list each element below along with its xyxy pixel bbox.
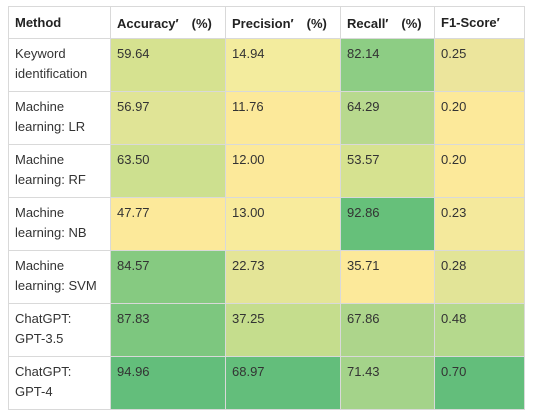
method-cell: Machine learning: SVM (8, 250, 111, 304)
precision-cell: 37.25 (225, 303, 341, 357)
f1-score-cell: 0.48 (434, 303, 525, 357)
f1-score-cell: 0.23 (434, 197, 525, 251)
recall-cell: 64.29 (340, 91, 435, 145)
f1-score-cell: 0.20 (434, 144, 525, 198)
accuracy-cell: 59.64 (110, 38, 226, 92)
method-cell: ChatGPT: GPT-4 (8, 356, 111, 410)
f1-score-cell: 0.20 (434, 91, 525, 145)
header-f1-score: F1-Score′ (434, 6, 525, 39)
f1-score-cell: 0.25 (434, 38, 525, 92)
method-cell: ChatGPT: GPT-3.5 (8, 303, 111, 357)
table-row: Machine learning: LR 56.97 11.76 64.29 0.… (8, 91, 525, 145)
recall-cell: 53.57 (340, 144, 435, 198)
table-row: Machine learning: SVM 84.57 22.73 35.71 0… (8, 250, 525, 304)
header-accuracy: Accuracy′ (%) (110, 6, 226, 39)
header-method: Method (8, 6, 111, 39)
precision-cell: 13.00 (225, 197, 341, 251)
precision-cell: 11.76 (225, 91, 341, 145)
table-row: ChatGPT: GPT-3.5 87.83 37.25 67.86 0.48 (8, 303, 525, 357)
recall-cell: 82.14 (340, 38, 435, 92)
accuracy-cell: 94.96 (110, 356, 226, 410)
results-table: Method Accuracy′ (%) Precision′ (%) Reca… (8, 6, 525, 410)
header-recall: Recall′ (%) (340, 6, 435, 39)
precision-cell: 14.94 (225, 38, 341, 92)
method-cell: Machine learning: NB (8, 197, 111, 251)
accuracy-cell: 63.50 (110, 144, 226, 198)
table-row: ChatGPT: GPT-4 94.96 68.97 71.43 0.70 (8, 356, 525, 410)
method-cell: Keyword identification (8, 38, 111, 92)
accuracy-cell: 87.83 (110, 303, 226, 357)
recall-cell: 71.43 (340, 356, 435, 410)
recall-cell: 92.86 (340, 197, 435, 251)
accuracy-cell: 84.57 (110, 250, 226, 304)
table-row: Keyword identification 59.64 14.94 82.14 … (8, 38, 525, 92)
precision-cell: 22.73 (225, 250, 341, 304)
method-cell: Machine learning: RF (8, 144, 111, 198)
method-cell: Machine learning: LR (8, 91, 111, 145)
precision-cell: 12.00 (225, 144, 341, 198)
header-row: Method Accuracy′ (%) Precision′ (%) Reca… (8, 6, 525, 39)
f1-score-cell: 0.28 (434, 250, 525, 304)
recall-cell: 35.71 (340, 250, 435, 304)
results-table-container: Method Accuracy′ (%) Precision′ (%) Reca… (8, 6, 525, 410)
table-row: Machine learning: RF 63.50 12.00 53.57 0.… (8, 144, 525, 198)
accuracy-cell: 47.77 (110, 197, 226, 251)
f1-score-cell: 0.70 (434, 356, 525, 410)
table-row: Machine learning: NB 47.77 13.00 92.86 0.… (8, 197, 525, 251)
accuracy-cell: 56.97 (110, 91, 226, 145)
precision-cell: 68.97 (225, 356, 341, 410)
recall-cell: 67.86 (340, 303, 435, 357)
header-precision: Precision′ (%) (225, 6, 341, 39)
